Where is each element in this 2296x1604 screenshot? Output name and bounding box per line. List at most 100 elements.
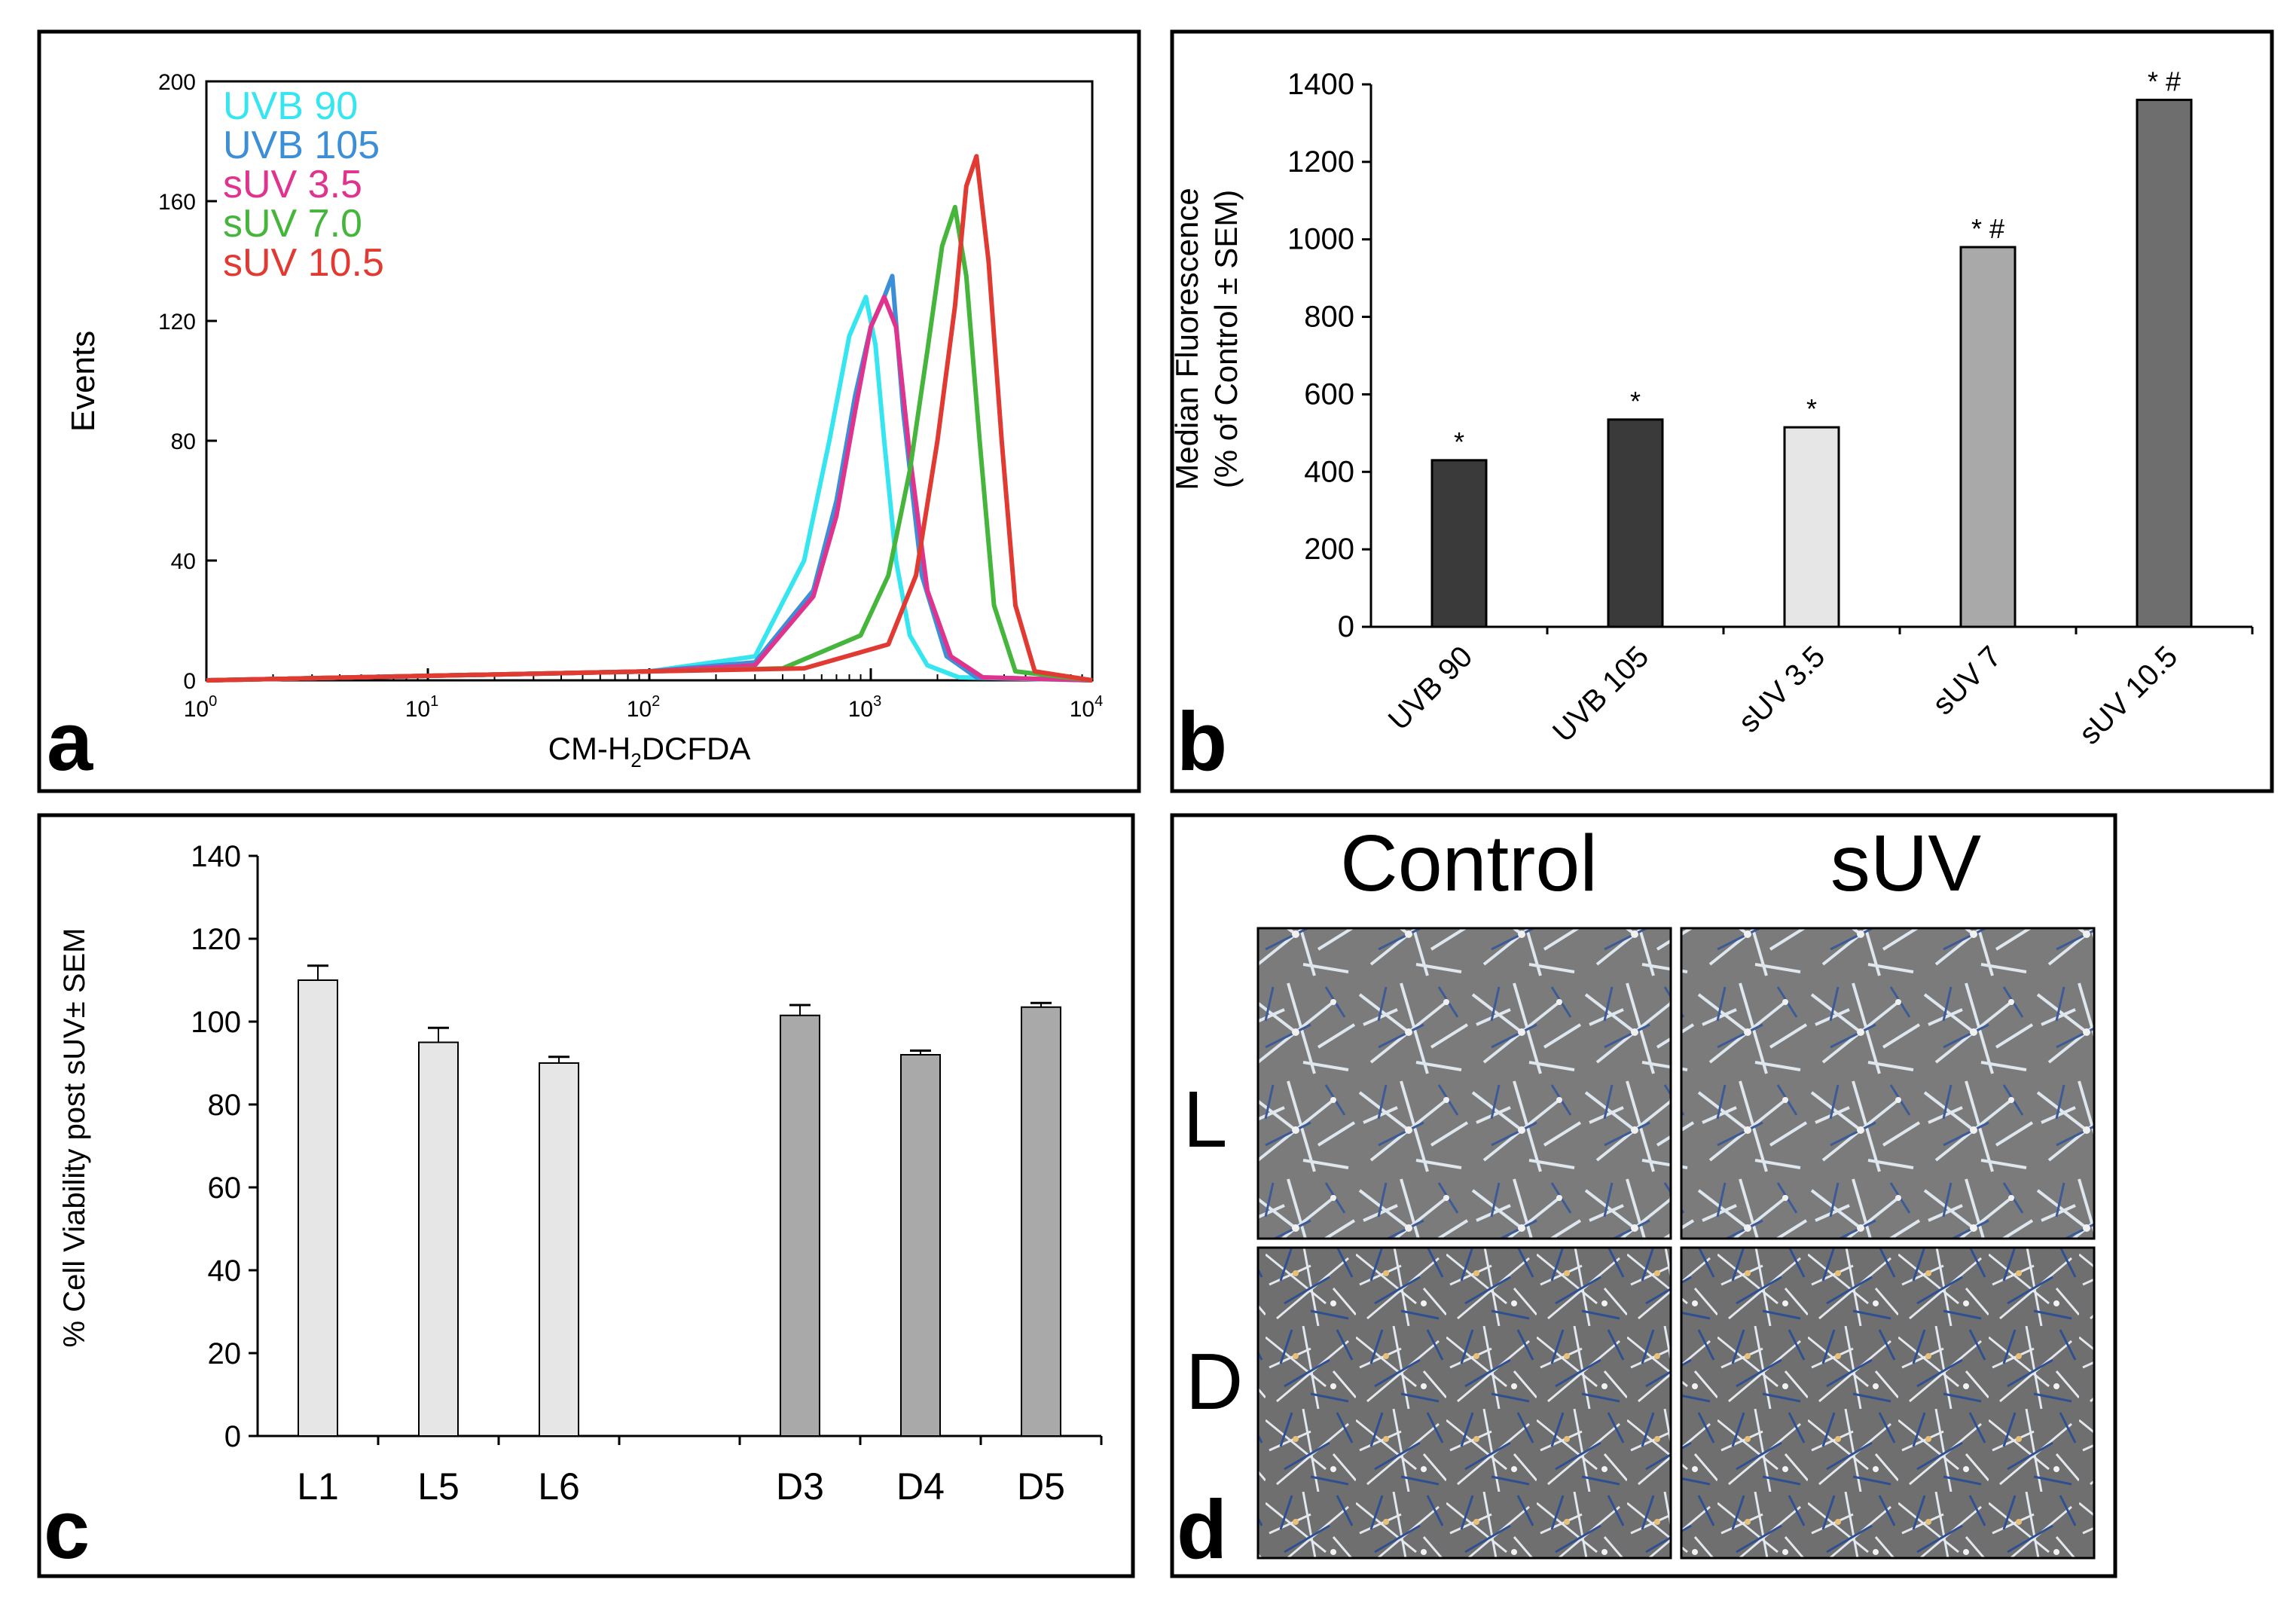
panel-c-y-tick-label: 120 bbox=[191, 923, 241, 956]
panel-a-x-tick-base: 10 bbox=[405, 697, 430, 722]
panel-a-series-line-2 bbox=[206, 273, 1093, 683]
micrograph-l-suv bbox=[1680, 927, 2096, 1240]
panel-a-x-tick-label: 103 bbox=[848, 693, 882, 722]
panel-a-x-tick-exp: 4 bbox=[1095, 693, 1103, 710]
panel-b: 0 200 400 600 800 1000 1200 1400 * * * * # * # UVB … bbox=[1169, 29, 2274, 793]
panel-b-frame bbox=[1170, 29, 2274, 793]
panel-c-x-tick-label: L6 bbox=[538, 1465, 580, 1508]
panel-a-x-tick-exp: 1 bbox=[430, 693, 438, 710]
panel-b-y-tick-label: 400 bbox=[1304, 455, 1354, 488]
panel-a-series-line-5 bbox=[206, 154, 1093, 683]
panel-a-x-tick-base: 10 bbox=[848, 697, 873, 722]
panel-b-y-axis: 0 200 400 600 800 1000 1200 1400 bbox=[1287, 68, 1371, 643]
panel-a-y-axis: 0 40 80 120 160 200 bbox=[158, 70, 217, 694]
panel-c-x-tick-label: L1 bbox=[297, 1465, 339, 1508]
panel-a-frame bbox=[37, 29, 1141, 793]
panel-c-x-tick-label: L5 bbox=[417, 1465, 460, 1508]
panel-a-x-tick-label: 102 bbox=[627, 693, 661, 722]
panel-b-bar-annotation: * # bbox=[2148, 66, 2181, 97]
panel-d-col-label-control: Control bbox=[1340, 819, 1598, 908]
panel-b-y-label-line2: (% of Control ± SEM) bbox=[1208, 190, 1244, 488]
panel-c-bar bbox=[418, 1041, 459, 1437]
panel-a-legend-entry: sUV 10.5 bbox=[223, 241, 384, 285]
panel-a-legend-entry: UVB 90 bbox=[223, 84, 358, 128]
panel-a-y-tick-label: 40 bbox=[171, 549, 196, 574]
panel-d-row-label-l: L bbox=[1183, 1075, 1228, 1164]
panel-c-bar bbox=[539, 1062, 579, 1437]
panel-b-bar-annotation: * bbox=[1454, 426, 1464, 457]
panel-b-y-tick-label: 800 bbox=[1304, 301, 1354, 334]
panel-c-bar bbox=[298, 979, 338, 1437]
panel-b-label: b bbox=[1177, 695, 1227, 788]
panel-b-x-tick-label: sUV 3.5 bbox=[1733, 640, 1832, 739]
panel-a-y-tick-label: 200 bbox=[158, 70, 196, 95]
panel-c-bar bbox=[780, 1014, 820, 1437]
panel-c-bar bbox=[900, 1054, 941, 1437]
panel-a-y-tick-label: 160 bbox=[158, 190, 196, 215]
panel-b-bar bbox=[2136, 99, 2193, 628]
panel-a-y-label: Events bbox=[65, 331, 102, 432]
panel-d-frame bbox=[1170, 813, 2117, 1578]
panel-b-y-tick-label: 1400 bbox=[1287, 68, 1354, 101]
panel-c-y-tick-label: 0 bbox=[224, 1420, 241, 1453]
panel-a-series-line-3 bbox=[206, 295, 1093, 683]
panel-a-label: a bbox=[47, 695, 93, 788]
panel-c-y-tick-label: 80 bbox=[208, 1089, 242, 1122]
panel-a-legend-entry: UVB 105 bbox=[223, 124, 380, 167]
panel-b-y-tick-label: 200 bbox=[1304, 533, 1354, 566]
panel-a-legend-entry: sUV 7.0 bbox=[223, 202, 362, 246]
panel-b-x-tick-label: sUV 7 bbox=[1926, 640, 2007, 721]
panel-d-label: d bbox=[1177, 1483, 1227, 1576]
panel-b-bar-annotation: * bbox=[1630, 386, 1641, 417]
panel-c-y-axis: 0 20 40 60 80 100 120 140 bbox=[191, 840, 258, 1453]
panel-c-bars bbox=[298, 964, 1061, 1437]
panel-b-bar bbox=[1430, 459, 1488, 628]
panel-a-legend-entry: sUV 3.5 bbox=[223, 163, 362, 206]
panel-a-x-tick-exp: 3 bbox=[873, 693, 881, 710]
panel-a-series-line-4 bbox=[206, 204, 1093, 683]
panel-a-x-tick-label: 104 bbox=[1070, 693, 1104, 722]
panel-b-x-tick-label: UVB 105 bbox=[1546, 640, 1655, 748]
panel-c-label: c bbox=[44, 1483, 90, 1576]
panel-b-bar bbox=[1607, 418, 1664, 628]
panel-c-y-label: % Cell Viability post sUV± SEM bbox=[58, 928, 91, 1348]
panel-b-bars: * * * * # * # bbox=[1430, 66, 2193, 628]
panel-c-x-tick-label: D3 bbox=[776, 1465, 824, 1508]
panel-c-y-tick-label: 100 bbox=[191, 1006, 241, 1039]
panel-c: 0 20 40 60 80 100 120 140 L1 L5 L6 D3 D4 D5 % Cell V… bbox=[37, 813, 1135, 1578]
panel-b-bar-annotation: * # bbox=[1971, 213, 2004, 244]
panel-a-series-line-1 bbox=[206, 295, 1093, 683]
panel-d-row-label-d: D bbox=[1186, 1337, 1244, 1426]
panel-c-frame bbox=[37, 813, 1135, 1578]
panel-c-x-tick-label: D4 bbox=[896, 1465, 945, 1508]
panel-a-y-tick-label: 80 bbox=[171, 429, 196, 454]
panel-a-x-tick-base: 10 bbox=[184, 697, 209, 722]
panel-a-x-label: CM-H2DCFDA bbox=[548, 731, 751, 771]
panel-c-x-tick-label: D5 bbox=[1017, 1465, 1065, 1508]
panel-a-x-tick-label: 101 bbox=[405, 693, 439, 722]
panel-d-col-label-suv: sUV bbox=[1830, 819, 1982, 908]
panel-b-bar-annotation: * bbox=[1806, 393, 1817, 424]
panel-a-series bbox=[206, 154, 1093, 683]
panel-a-x-tick-exp: 2 bbox=[652, 693, 660, 710]
panel-a-x-tick-label: 100 bbox=[184, 693, 218, 722]
panel-c-y-tick-label: 60 bbox=[208, 1172, 242, 1205]
panel-a-y-tick-label: 120 bbox=[158, 310, 196, 335]
panel-b-y-tick-label: 600 bbox=[1304, 377, 1354, 411]
panel-c-y-tick-label: 140 bbox=[191, 840, 241, 873]
panel-c-y-tick-label: 40 bbox=[208, 1254, 242, 1288]
panel-b-y-label-line1: Median Fluorescence bbox=[1169, 188, 1204, 490]
micrograph-d-suv bbox=[1680, 1246, 2096, 1560]
panel-b-y-tick-label: 1200 bbox=[1287, 145, 1354, 179]
micrograph-d-control bbox=[1256, 1246, 1672, 1560]
panel-a-x-tick-exp: 0 bbox=[209, 693, 217, 710]
panel-d: Control sUV L D d bbox=[1170, 813, 2117, 1578]
panel-c-bar bbox=[1021, 1006, 1061, 1437]
panel-b-bar bbox=[1959, 246, 2017, 628]
panel-b-x-tick-label: UVB 90 bbox=[1382, 640, 1479, 737]
panel-b-x-tick-label: sUV 10.5 bbox=[2073, 640, 2184, 750]
panel-c-y-tick-label: 20 bbox=[208, 1337, 242, 1370]
